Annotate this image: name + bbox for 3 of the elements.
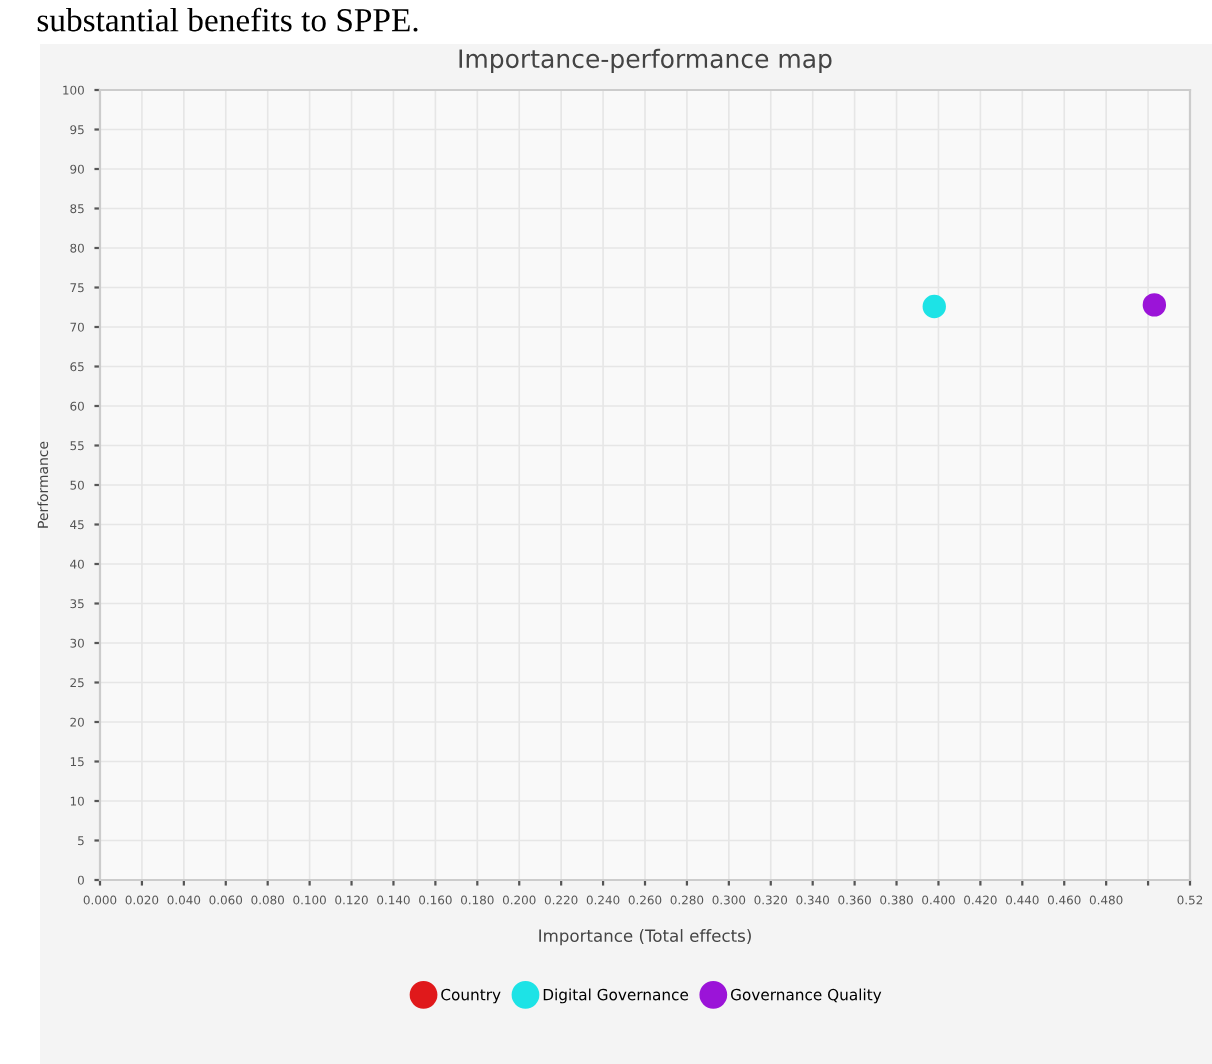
- chart-title: Importance-performance map: [459, 48, 832, 73]
- text: substantial benefits to SPPE.: [37, 7, 418, 32]
- x-axis-title: Importance (Total effects): [539, 929, 751, 946]
